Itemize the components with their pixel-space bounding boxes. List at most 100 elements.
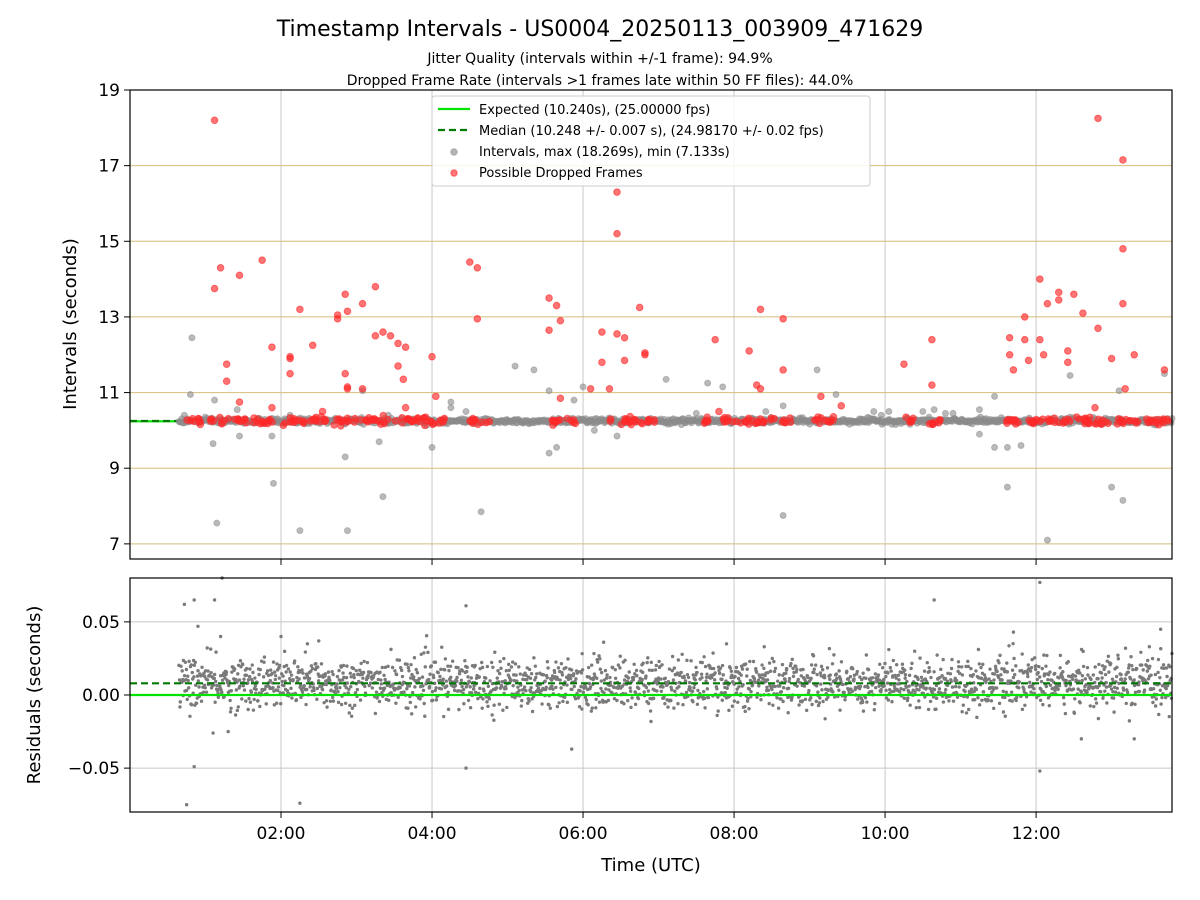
residual-point — [657, 659, 661, 664]
residual-point — [727, 708, 731, 713]
residual-point — [251, 708, 256, 712]
residual-point — [1093, 665, 1097, 669]
residuals-y-axis-label: Residuals (seconds) — [24, 606, 45, 785]
dropped-frame-point — [1039, 350, 1048, 359]
dropped-frame-point — [635, 303, 644, 312]
residual-point — [659, 689, 664, 693]
residual-point — [1066, 660, 1070, 664]
residual-point — [281, 674, 285, 678]
residual-point — [335, 674, 340, 679]
residual-point — [821, 699, 825, 704]
residual-point — [670, 688, 674, 692]
residual-outlier-point — [192, 764, 196, 769]
residual-point — [1149, 673, 1153, 677]
residual-point — [536, 686, 541, 690]
residual-point — [873, 685, 878, 690]
residual-point — [527, 667, 532, 672]
residual-point — [886, 698, 891, 702]
residual-point — [423, 714, 427, 718]
residual-point — [702, 655, 706, 659]
residual-point — [189, 663, 193, 667]
residual-point — [1014, 695, 1019, 700]
residual-point — [605, 673, 609, 677]
residual-point — [220, 690, 224, 695]
dropped-frame-point — [210, 116, 219, 125]
residual-point — [1061, 695, 1066, 700]
residual-point — [988, 667, 992, 671]
legend-dropped-label: Possible Dropped Frames — [479, 166, 643, 181]
residual-point — [246, 678, 251, 682]
residual-point — [797, 703, 801, 707]
residual-point — [348, 671, 353, 676]
residual-point — [746, 696, 750, 701]
residual-point — [361, 670, 366, 675]
dropped-frame-point — [379, 328, 387, 336]
residual-point — [810, 702, 814, 707]
residual-point — [1047, 703, 1052, 708]
dropped-frame-point — [399, 375, 408, 384]
residual-point — [545, 676, 549, 680]
residual-point — [561, 699, 565, 704]
residual-point — [462, 701, 466, 706]
dropped-frame-point — [925, 420, 934, 428]
residual-point — [568, 676, 573, 681]
residual-point — [653, 668, 658, 672]
residual-point — [809, 663, 814, 667]
residual-point — [703, 706, 707, 710]
residual-point — [969, 687, 974, 691]
residual-point — [760, 663, 764, 667]
residual-point — [819, 682, 823, 686]
residual-point — [1165, 674, 1169, 679]
residual-point — [548, 706, 552, 710]
residual-point — [1078, 671, 1082, 675]
residual-point — [1119, 672, 1123, 677]
residual-point — [307, 676, 312, 681]
residual-point — [814, 699, 818, 704]
dropped-frame-point — [1086, 413, 1094, 422]
residual-point — [786, 710, 790, 715]
residual-point — [238, 659, 243, 663]
residual-point — [837, 688, 841, 692]
residual-point — [699, 672, 704, 676]
residual-point — [1101, 696, 1105, 700]
residual-point — [596, 660, 600, 664]
residual-point — [1000, 678, 1004, 682]
residual-point — [544, 685, 548, 690]
dropped-frame-point — [606, 415, 615, 423]
residual-point — [795, 684, 799, 688]
residual-point — [335, 682, 339, 686]
residual-point — [529, 672, 534, 676]
dropped-frame-point — [224, 414, 233, 423]
residual-point — [513, 662, 518, 666]
interval-outlier-point — [268, 432, 276, 440]
residual-point — [533, 664, 538, 668]
dropped-frame-point — [341, 290, 349, 299]
residual-point — [1032, 656, 1037, 660]
dropped-frame-point — [605, 384, 614, 393]
residual-point — [866, 667, 871, 672]
residual-point — [929, 675, 933, 680]
residual-point — [780, 662, 785, 667]
residual-point — [1073, 674, 1078, 678]
residual-point — [344, 675, 349, 680]
legend-intervals-swatch — [450, 148, 458, 156]
residual-point — [1003, 714, 1007, 718]
residual-point — [802, 684, 807, 688]
residual-point — [359, 661, 363, 666]
dropped-frame-point — [817, 392, 825, 401]
residual-point — [486, 684, 491, 689]
residual-point — [1124, 701, 1128, 706]
residual-point — [686, 675, 691, 680]
residual-point — [242, 688, 247, 692]
residual-point — [977, 703, 982, 707]
residual-point — [241, 662, 245, 667]
residual-point — [254, 687, 258, 692]
residual-point — [934, 696, 939, 701]
dropped-frame-point — [296, 305, 304, 314]
dropped-frame-point — [1091, 403, 1099, 412]
residual-point — [688, 685, 692, 690]
dropped-frame-point — [613, 229, 621, 238]
dropped-frame-point — [222, 360, 231, 369]
residual-point — [310, 666, 315, 671]
residual-point — [876, 673, 881, 677]
